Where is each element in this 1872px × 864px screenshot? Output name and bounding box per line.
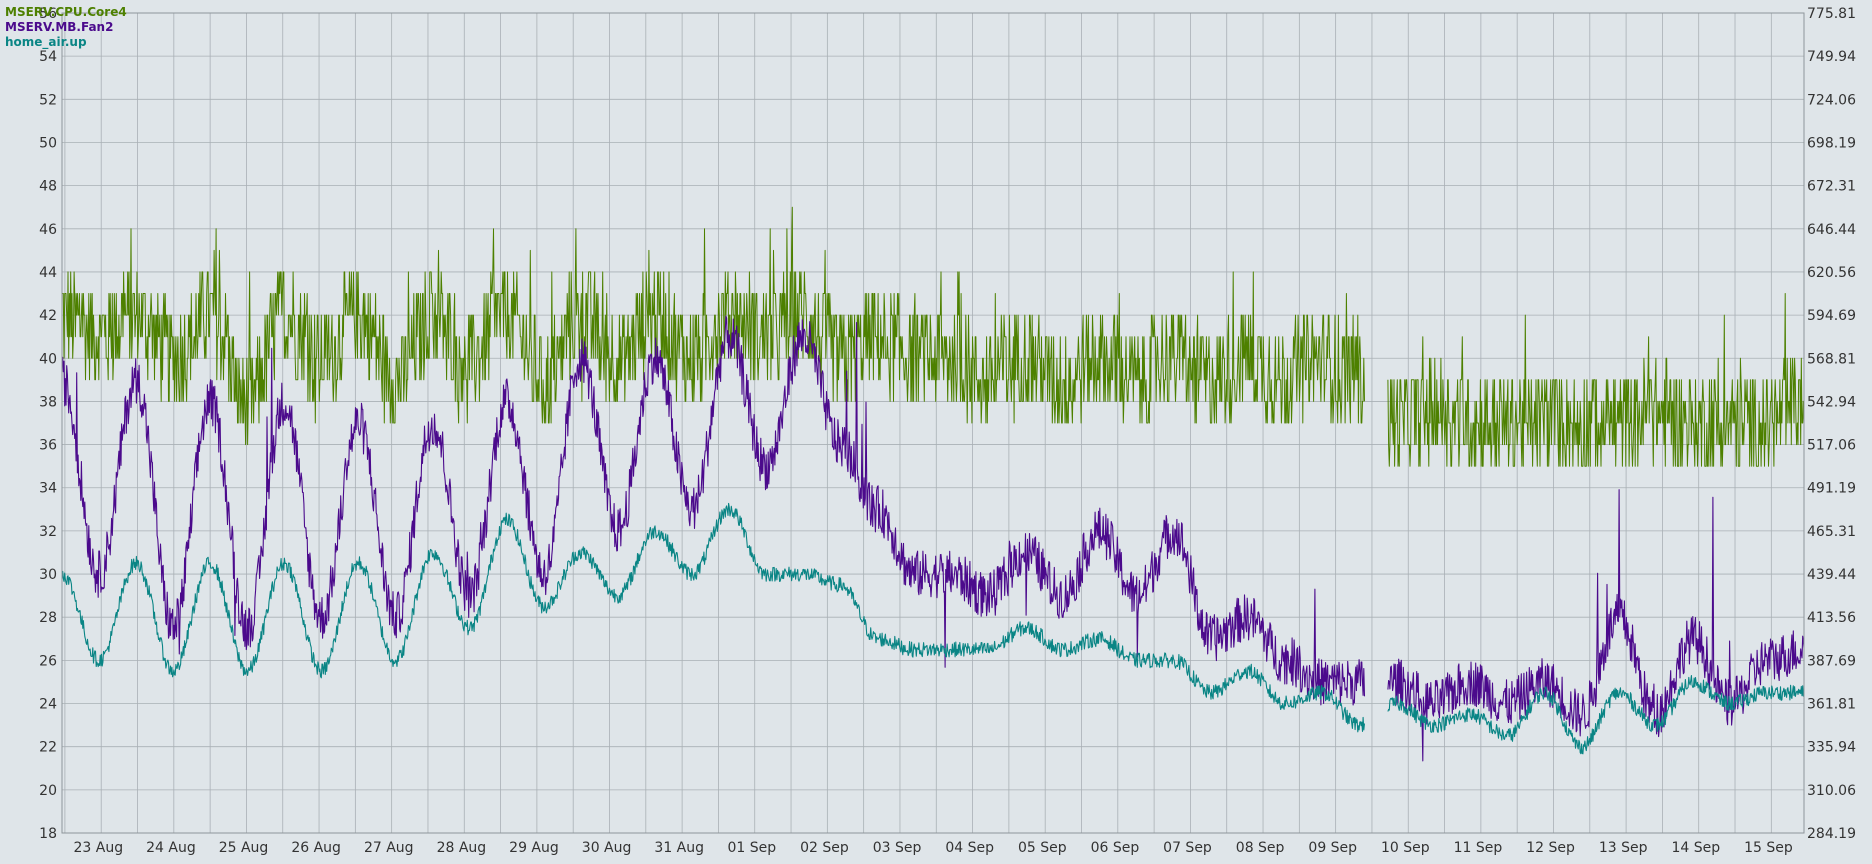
x-tick-label: 04 Sep (945, 840, 994, 856)
x-tick-label: 25 Aug (219, 840, 269, 856)
y-right-tick-label: 284.19 (1807, 826, 1856, 842)
y-left-tick-label: 50 (39, 135, 57, 151)
x-tick-label: 14 Sep (1671, 840, 1720, 856)
x-tick-label: 09 Sep (1308, 840, 1357, 856)
y-right-tick-label: 491.19 (1807, 481, 1856, 497)
y-left-tick-label: 54 (39, 49, 57, 65)
y-right-tick-label: 465.31 (1807, 524, 1856, 540)
y-right-tick-label: 672.31 (1807, 179, 1856, 195)
y-right-tick-label: 620.56 (1807, 265, 1856, 281)
y-right-tick-label: 413.56 (1807, 610, 1856, 626)
y-right-tick-label: 335.94 (1807, 740, 1856, 756)
y-right-tick-label: 517.06 (1807, 438, 1856, 454)
y-right-tick-label: 698.19 (1807, 135, 1856, 151)
x-tick-label: 02 Sep (800, 840, 849, 856)
y-left-tick-label: 38 (39, 394, 57, 410)
x-tick-label: 03 Sep (873, 840, 922, 856)
x-tick-label: 30 Aug (582, 840, 632, 856)
x-tick-label: 28 Aug (437, 840, 487, 856)
y-left-tick-label: 30 (39, 567, 57, 583)
y-left-tick-label: 24 (39, 697, 57, 713)
x-tick-label: 10 Sep (1381, 840, 1430, 856)
x-tick-label: 08 Sep (1236, 840, 1285, 856)
y-right-tick-label: 594.69 (1807, 308, 1856, 324)
legend-entry-cpu: MSERV.CPU.Core4 (5, 5, 127, 19)
x-tick-label: 05 Sep (1018, 840, 1067, 856)
y-left-tick-label: 44 (39, 265, 57, 281)
x-tick-label: 23 Aug (74, 840, 124, 856)
y-right-tick-label: 361.81 (1807, 697, 1856, 713)
series-line-1 (62, 206, 1805, 467)
axes: 18 284.19 20 310.06 22 335.94 24 361.81 26 387.69… (39, 6, 1856, 856)
y-right-tick-label: 775.81 (1807, 6, 1856, 22)
y-left-tick-label: 42 (39, 308, 57, 324)
y-left-tick-label: 32 (39, 524, 57, 540)
x-tick-label: 06 Sep (1091, 840, 1140, 856)
x-tick-label: 01 Sep (728, 840, 777, 856)
x-tick-label: 12 Sep (1526, 840, 1575, 856)
y-left-tick-label: 18 (39, 826, 57, 842)
legend-entry-fan: MSERV.MB.Fan2 (5, 20, 113, 34)
y-right-tick-label: 387.69 (1807, 653, 1856, 669)
y-left-tick-label: 56 (39, 6, 57, 22)
x-tick-label: 29 Aug (509, 840, 559, 856)
legend: MSERV.CPU.Core4 MSERV.MB.Fan2 home_air.u… (5, 5, 127, 50)
y-right-tick-label: 646.44 (1807, 222, 1856, 238)
legend-entry-air: home_air.up (5, 35, 87, 50)
x-tick-label: 15 Sep (1744, 840, 1793, 856)
x-tick-label: 13 Sep (1599, 840, 1648, 856)
plot-frame (61, 12, 1805, 834)
y-right-tick-label: 568.81 (1807, 351, 1856, 367)
y-left-tick-label: 26 (39, 653, 57, 669)
x-tick-label: 26 Aug (291, 840, 341, 856)
x-tick-label: 27 Aug (364, 840, 414, 856)
y-left-tick-label: 36 (39, 438, 57, 454)
y-left-tick-label: 22 (39, 740, 57, 756)
y-left-tick-label: 34 (39, 481, 57, 497)
y-left-tick-label: 48 (39, 179, 57, 195)
y-left-tick-label: 28 (39, 610, 57, 626)
series-line-2 (61, 315, 1805, 762)
series-line-3 (61, 502, 1805, 755)
y-right-tick-label: 542.94 (1807, 394, 1856, 410)
series-layer (61, 206, 1805, 762)
y-right-tick-label: 749.94 (1807, 49, 1856, 65)
y-left-tick-label: 40 (39, 351, 57, 367)
y-right-tick-label: 724.06 (1807, 92, 1856, 108)
x-tick-label: 31 Aug (654, 840, 704, 856)
y-left-tick-label: 46 (39, 222, 57, 238)
y-left-tick-label: 20 (39, 783, 57, 799)
y-left-tick-label: 52 (39, 92, 57, 108)
x-tick-label: 24 Aug (146, 840, 196, 856)
x-tick-label: 07 Sep (1163, 840, 1212, 856)
y-right-tick-label: 439.44 (1807, 567, 1856, 583)
x-tick-label: 11 Sep (1454, 840, 1503, 856)
y-right-tick-label: 310.06 (1807, 783, 1856, 799)
